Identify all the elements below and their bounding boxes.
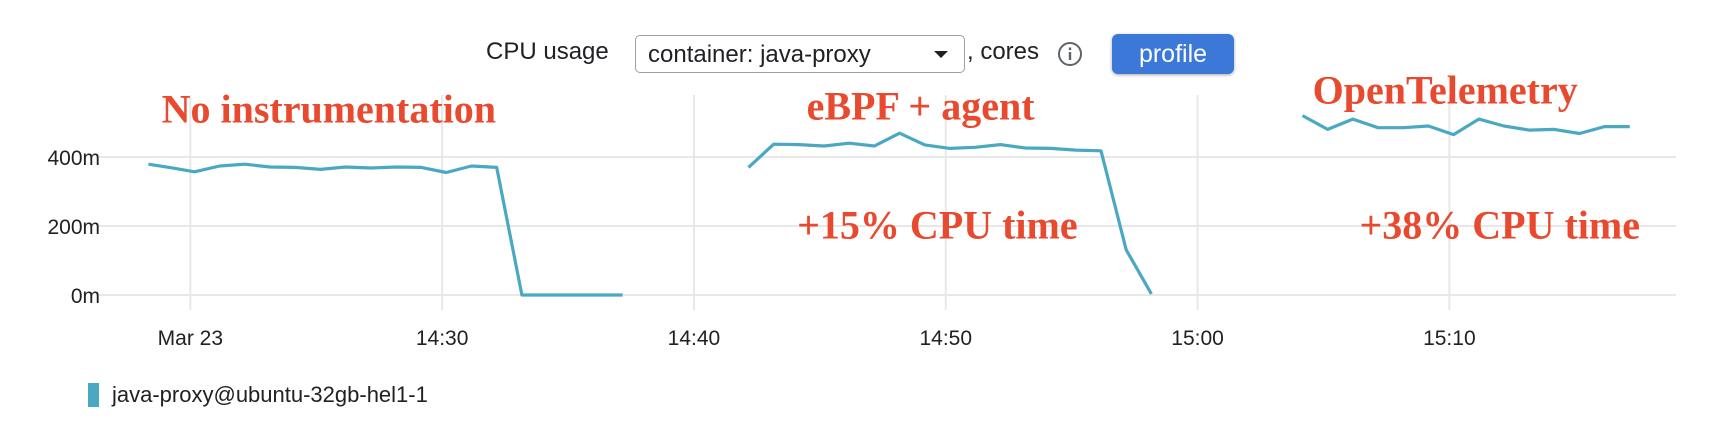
chart-toolbar: CPU usage container: java-proxy , cores …: [0, 32, 1710, 78]
x-tick-label: 14:50: [919, 327, 972, 350]
x-tick-label: 15:10: [1423, 327, 1476, 350]
chart-annotation: +15% CPU time: [797, 202, 1078, 247]
chart-title: CPU usage: [486, 38, 609, 65]
series-line: [148, 162, 623, 297]
info-icon[interactable]: [1057, 41, 1083, 67]
container-select[interactable]: container: java-proxy: [635, 35, 965, 73]
legend-swatch: [88, 383, 99, 407]
chart-annotation: eBPF + agent: [807, 83, 1036, 128]
units-label: , cores: [967, 38, 1040, 65]
chart-annotation: No instrumentation: [162, 87, 496, 132]
x-tick-label: 14:30: [416, 327, 469, 350]
chart-annotation: +38% CPU time: [1359, 202, 1640, 247]
y-tick-label: 0m: [71, 285, 100, 308]
y-tick-label: 400m: [47, 147, 100, 170]
legend-label: java-proxy@ubuntu-32gb-hel1-1: [112, 382, 428, 407]
x-tick-label: Mar 23: [158, 327, 223, 350]
series-line: [747, 131, 1153, 295]
chart-annotation: OpenTelemetry: [1313, 68, 1578, 113]
container-select-value: container: java-proxy: [648, 41, 871, 68]
x-tick-label: 14:40: [668, 327, 721, 350]
profile-button[interactable]: profile: [1112, 34, 1234, 74]
y-tick-label: 200m: [47, 216, 100, 239]
x-tick-label: 15:00: [1171, 327, 1224, 350]
chevron-down-icon: [934, 51, 948, 58]
series-line: [1301, 114, 1630, 137]
